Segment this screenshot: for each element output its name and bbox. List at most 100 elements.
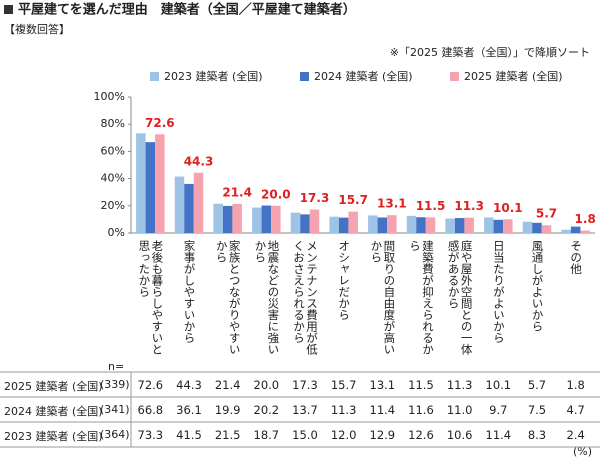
bar xyxy=(213,203,223,233)
x-tick-label: 間取りの自由度が高いから xyxy=(369,240,397,355)
table-cell: 12.9 xyxy=(369,428,396,442)
data-label: 44.3 xyxy=(184,154,214,168)
x-tick-label: 日当たりがよいから xyxy=(491,240,506,344)
table-cell: 11.4 xyxy=(369,403,396,417)
data-label: 15.7 xyxy=(338,193,368,207)
data-label: 11.5 xyxy=(416,199,446,213)
y-tick-label: 40% xyxy=(101,172,125,185)
row-label: 2023 建築者 (全国) xyxy=(4,430,103,443)
table-cell: 21.4 xyxy=(214,378,241,392)
bar xyxy=(252,207,262,233)
table-cell: 10.6 xyxy=(446,428,473,442)
table-cell: 7.5 xyxy=(527,403,547,417)
row-label: 2024 建築者 (全国) xyxy=(4,405,103,418)
legend-label: 2023 建築者 (全国) xyxy=(164,69,263,83)
bar xyxy=(136,133,146,233)
bar xyxy=(484,217,494,233)
bar xyxy=(532,222,542,233)
table-cell: 4.7 xyxy=(566,403,585,417)
bar xyxy=(387,215,397,233)
table-cell: 36.1 xyxy=(176,403,202,417)
table-cell: 1.8 xyxy=(566,378,585,392)
chart-subtitle: 【複数回答】 xyxy=(4,22,70,36)
table-cell: 44.3 xyxy=(176,378,202,392)
bar xyxy=(300,214,310,233)
bar xyxy=(368,215,378,233)
table-cell: 66.8 xyxy=(137,403,164,417)
chart-title: 平屋建てを選んだ理由 建築者（全国／平屋建て建築者） xyxy=(18,2,356,18)
bar xyxy=(145,142,156,233)
data-label: 11.3 xyxy=(454,199,484,213)
row-n: (341) xyxy=(100,403,130,416)
x-tick-label: 家事がしやすいから xyxy=(182,240,197,344)
bar xyxy=(425,217,436,233)
table-cell: 10.1 xyxy=(485,378,512,392)
table-cell: 2.4 xyxy=(566,428,585,442)
x-tick-label: 風通しがよいから xyxy=(530,240,545,332)
bar xyxy=(493,219,504,233)
table-cell: 72.6 xyxy=(137,378,164,392)
x-tick-label: 地震などの災害に強いから xyxy=(253,240,281,355)
bar xyxy=(193,172,204,233)
x-tick-label: メンテナンス費用が低くおさえられるから xyxy=(292,240,319,355)
x-tick-label: 建築費が抑えられるから xyxy=(408,240,435,355)
y-tick-label: 60% xyxy=(101,144,125,157)
bar xyxy=(561,229,571,233)
table-cell: 20.0 xyxy=(253,378,280,392)
bar xyxy=(406,215,417,233)
bar xyxy=(261,205,272,233)
bar xyxy=(522,221,533,233)
bar xyxy=(541,225,552,233)
legend-swatch xyxy=(150,72,159,81)
bar xyxy=(377,217,388,233)
n-label: n= xyxy=(108,360,124,373)
data-label: 13.1 xyxy=(377,197,407,211)
unit-label: (%) xyxy=(573,445,592,458)
table-cell: 18.7 xyxy=(253,428,280,442)
table-cell: 11.3 xyxy=(446,378,473,392)
table-cell: 13.1 xyxy=(369,378,396,392)
x-tick-label: その他 xyxy=(569,240,584,275)
table-cell: 13.7 xyxy=(292,403,318,417)
bar xyxy=(416,217,426,233)
legend-swatch xyxy=(450,72,459,81)
y-tick-label: 100% xyxy=(94,90,125,103)
table-cell: 11.0 xyxy=(446,403,473,417)
bar xyxy=(290,212,301,233)
x-tick-label: 老後も暮らしやすいと思ったから xyxy=(137,240,165,355)
row-n: (339) xyxy=(100,378,130,391)
bar xyxy=(309,209,320,233)
data-label: 17.3 xyxy=(300,191,330,205)
data-label: 1.8 xyxy=(575,212,596,226)
row-n: (364) xyxy=(100,428,130,441)
table-cell: 41.5 xyxy=(176,428,202,442)
bar xyxy=(174,176,185,233)
bar xyxy=(222,205,233,233)
table-cell: 9.7 xyxy=(489,403,508,417)
data-label: 5.7 xyxy=(536,207,557,221)
x-tick-label: 庭や屋外空間との一体感があるから xyxy=(446,240,474,355)
table-cell: 73.3 xyxy=(137,428,164,442)
table-cell: 17.3 xyxy=(292,378,318,392)
legend-label: 2025 建築者 (全国) xyxy=(464,69,563,83)
bar xyxy=(232,203,242,233)
table-cell: 15.0 xyxy=(292,428,318,442)
table-cell: 15.7 xyxy=(330,378,357,392)
bar xyxy=(503,219,513,233)
data-label: 21.4 xyxy=(222,185,252,199)
bar xyxy=(338,217,349,233)
bar xyxy=(570,226,581,233)
bar xyxy=(580,230,590,233)
table-cell: 12.6 xyxy=(408,428,434,442)
x-tick-label: オシャレだから xyxy=(337,240,352,321)
bar xyxy=(329,216,339,233)
y-tick-label: 80% xyxy=(101,117,125,130)
bar xyxy=(445,218,455,233)
data-label: 20.0 xyxy=(261,187,291,201)
bar xyxy=(454,218,465,233)
data-label: 10.1 xyxy=(493,201,523,215)
table-cell: 19.9 xyxy=(214,403,241,417)
table-cell: 11.6 xyxy=(408,403,434,417)
